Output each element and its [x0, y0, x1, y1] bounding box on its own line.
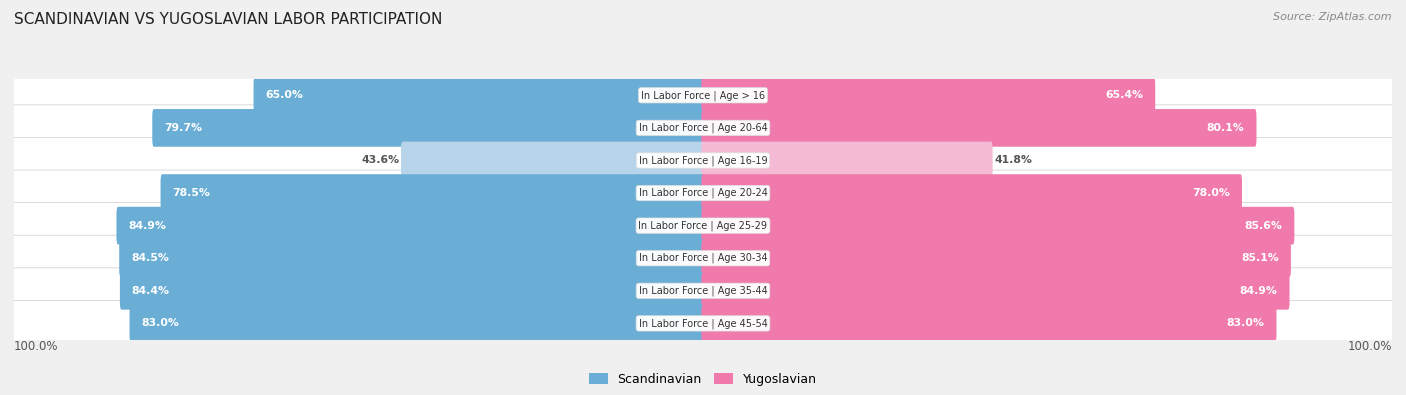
Text: Source: ZipAtlas.com: Source: ZipAtlas.com — [1274, 12, 1392, 22]
FancyBboxPatch shape — [160, 174, 704, 212]
Text: 43.6%: 43.6% — [361, 156, 399, 166]
Text: 84.9%: 84.9% — [128, 221, 166, 231]
Text: In Labor Force | Age 16-19: In Labor Force | Age 16-19 — [638, 155, 768, 166]
FancyBboxPatch shape — [702, 305, 1277, 342]
Text: 65.0%: 65.0% — [266, 90, 304, 100]
FancyBboxPatch shape — [129, 305, 704, 342]
Text: 78.5%: 78.5% — [173, 188, 211, 198]
FancyBboxPatch shape — [0, 105, 1406, 151]
Text: 41.8%: 41.8% — [994, 156, 1032, 166]
Text: In Labor Force | Age 20-64: In Labor Force | Age 20-64 — [638, 122, 768, 133]
Text: 83.0%: 83.0% — [142, 318, 180, 328]
Text: In Labor Force | Age 45-54: In Labor Force | Age 45-54 — [638, 318, 768, 329]
Text: 85.6%: 85.6% — [1244, 221, 1282, 231]
FancyBboxPatch shape — [253, 77, 704, 114]
FancyBboxPatch shape — [0, 268, 1406, 314]
Text: 83.0%: 83.0% — [1226, 318, 1264, 328]
FancyBboxPatch shape — [0, 72, 1406, 118]
FancyBboxPatch shape — [0, 235, 1406, 281]
Text: 79.7%: 79.7% — [165, 123, 202, 133]
Text: In Labor Force | Age > 16: In Labor Force | Age > 16 — [641, 90, 765, 101]
FancyBboxPatch shape — [0, 170, 1406, 216]
Text: 80.1%: 80.1% — [1206, 123, 1244, 133]
FancyBboxPatch shape — [120, 272, 704, 310]
Text: 84.9%: 84.9% — [1240, 286, 1278, 296]
FancyBboxPatch shape — [0, 301, 1406, 346]
FancyBboxPatch shape — [702, 207, 1295, 245]
FancyBboxPatch shape — [702, 272, 1289, 310]
FancyBboxPatch shape — [702, 174, 1241, 212]
FancyBboxPatch shape — [120, 239, 704, 277]
FancyBboxPatch shape — [702, 77, 1156, 114]
Text: In Labor Force | Age 35-44: In Labor Force | Age 35-44 — [638, 286, 768, 296]
FancyBboxPatch shape — [401, 142, 704, 179]
Text: 100.0%: 100.0% — [14, 340, 59, 354]
Text: 78.0%: 78.0% — [1192, 188, 1230, 198]
FancyBboxPatch shape — [702, 142, 993, 179]
Text: 100.0%: 100.0% — [1347, 340, 1392, 354]
FancyBboxPatch shape — [0, 137, 1406, 183]
Text: In Labor Force | Age 25-29: In Labor Force | Age 25-29 — [638, 220, 768, 231]
Text: In Labor Force | Age 30-34: In Labor Force | Age 30-34 — [638, 253, 768, 263]
FancyBboxPatch shape — [702, 109, 1257, 147]
Text: 84.5%: 84.5% — [131, 253, 169, 263]
Text: 85.1%: 85.1% — [1241, 253, 1279, 263]
Text: SCANDINAVIAN VS YUGOSLAVIAN LABOR PARTICIPATION: SCANDINAVIAN VS YUGOSLAVIAN LABOR PARTIC… — [14, 12, 443, 27]
Text: 84.4%: 84.4% — [132, 286, 170, 296]
FancyBboxPatch shape — [117, 207, 704, 245]
Legend: Scandinavian, Yugoslavian: Scandinavian, Yugoslavian — [583, 368, 823, 391]
FancyBboxPatch shape — [702, 239, 1291, 277]
Text: In Labor Force | Age 20-24: In Labor Force | Age 20-24 — [638, 188, 768, 198]
FancyBboxPatch shape — [0, 203, 1406, 248]
Text: 65.4%: 65.4% — [1105, 90, 1143, 100]
FancyBboxPatch shape — [152, 109, 704, 147]
